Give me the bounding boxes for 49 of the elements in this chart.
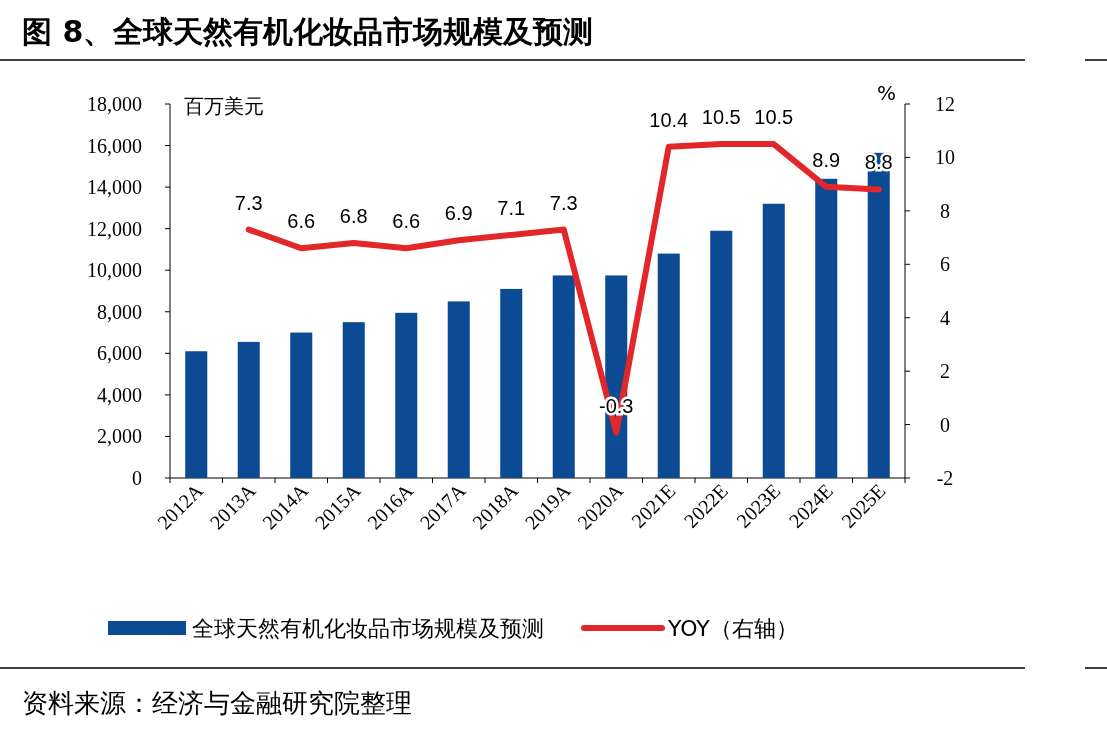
bar	[762, 203, 785, 478]
data-label: 7.3	[234, 191, 263, 214]
y2-tick-label: 2	[940, 360, 950, 383]
y2-tick-label: 4	[940, 306, 950, 329]
y2-axis-title: %	[877, 81, 897, 105]
y-tick-label: 12,000	[87, 217, 142, 240]
bar	[237, 341, 260, 478]
y-tick-label: 2,000	[97, 425, 142, 448]
bar	[867, 152, 890, 478]
y-tick-label: 4,000	[97, 383, 142, 406]
y-tick-label: 8,000	[97, 300, 142, 323]
legend-label: YOY（右轴）	[667, 616, 798, 641]
bar	[815, 178, 838, 478]
data-label: 6.6	[287, 210, 316, 233]
y-tick-label: 0	[132, 467, 142, 489]
data-label: 8.9	[812, 148, 841, 171]
data-label: 6.6	[392, 210, 421, 233]
bar	[657, 253, 680, 478]
y2-tick-label: 8	[940, 199, 950, 222]
text: 资料来源：经济与金融研究院整理	[22, 688, 412, 718]
bar	[710, 230, 733, 478]
y-tick-label: 16,000	[87, 134, 142, 157]
data-label: 10.5	[701, 106, 741, 129]
bar	[552, 275, 575, 478]
chart-title: 图 8、全球天然有机化妆品市场规模及预测	[22, 14, 594, 49]
y2-tick-label: -2	[936, 467, 954, 489]
legend-label: 全球天然有机化妆品市场规模及预测	[192, 616, 544, 641]
bar	[185, 351, 208, 478]
y-tick-label: 10,000	[87, 259, 142, 282]
data-label: 6.8	[339, 204, 368, 227]
bar	[500, 288, 523, 478]
bar	[395, 312, 418, 478]
data-label: 6.9	[444, 202, 473, 225]
data-label: 7.1	[497, 196, 526, 219]
y2-tick-label: 0	[940, 413, 950, 436]
y-axis-title: 百万美元	[184, 94, 264, 118]
data-label: 10.5	[754, 106, 794, 129]
y-tick-label: 6,000	[97, 342, 142, 365]
data-label: 7.3	[549, 191, 578, 214]
data-label: -0.3	[599, 394, 634, 417]
y-tick-label: 18,000	[87, 93, 142, 115]
y2-tick-label: 6	[940, 253, 950, 276]
y2-tick-label: 10	[935, 146, 955, 169]
bar	[290, 332, 313, 478]
data-label: 10.4	[649, 108, 689, 131]
bar	[342, 322, 365, 478]
y2-tick-label: 12	[935, 93, 955, 115]
bar	[447, 301, 470, 478]
y-tick-label: 14,000	[87, 176, 142, 199]
